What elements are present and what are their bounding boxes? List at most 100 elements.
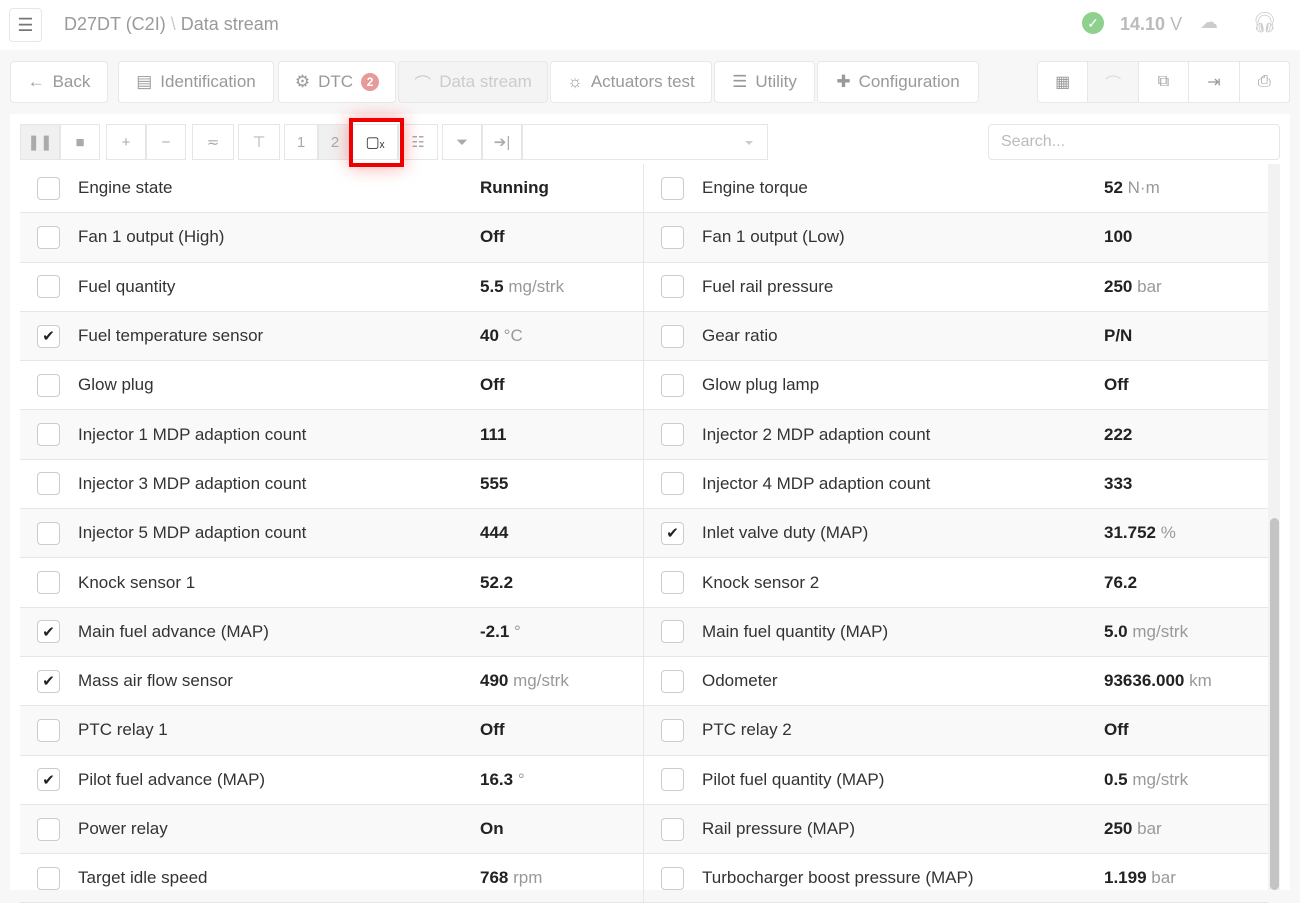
import-button[interactable]: ⇥ (1189, 62, 1240, 102)
breadcrumb-separator: \ (170, 14, 176, 34)
clear-selection-button[interactable]: ▢ₓ (352, 124, 398, 160)
parameter-cell: Fan 1 output (High) Off (20, 213, 644, 262)
parameter-checkbox[interactable] (37, 176, 60, 200)
pause-button[interactable]: ❚❚ (20, 124, 60, 160)
parameter-checkbox[interactable] (661, 620, 684, 644)
hamburger-icon: ☰ (17, 14, 34, 35)
checkmark-icon: ✔ (42, 328, 55, 346)
table-row: Power relay On Rail pressure (MAP) 250 b… (20, 804, 1268, 855)
search-input[interactable] (988, 124, 1280, 160)
parameter-checkbox[interactable] (37, 718, 60, 742)
tab-utility[interactable]: ☰ Utility (714, 61, 815, 103)
parameter-checkbox[interactable]: ✔ (37, 669, 60, 693)
parameter-checkbox[interactable] (37, 472, 60, 496)
parameter-checkbox[interactable] (661, 866, 684, 890)
parameter-checkbox[interactable] (661, 176, 684, 200)
parameter-checkbox[interactable] (37, 275, 60, 299)
value-number: 555 (480, 473, 509, 493)
parameter-cell: ✔ Inlet valve duty (MAP) 31.752 % (644, 509, 1268, 557)
parameter-value: 31.752 % (1104, 523, 1176, 543)
parameter-checkbox[interactable]: ✔ (37, 620, 60, 644)
parameter-checkbox[interactable] (661, 571, 684, 595)
back-button[interactable]: ← Back (10, 61, 108, 103)
parameter-checkbox[interactable]: ✔ (661, 521, 684, 545)
parameter-cell: Engine torque 52 N·m (644, 164, 1268, 212)
parameter-checkbox[interactable]: ✔ (37, 324, 60, 348)
parameter-cell: Fuel quantity 5.5 mg/strk (20, 262, 644, 311)
tab-actuators-test[interactable]: ☼ Actuators test (550, 61, 712, 103)
headset-icon[interactable]: 🎧︎ (1252, 12, 1278, 34)
parameter-label: Knock sensor 2 (702, 572, 820, 592)
grid-icon: ▦ (1055, 74, 1071, 91)
parameter-value: 52 N·m (1104, 178, 1160, 198)
list-icon: ☷ (411, 134, 425, 151)
selection-dropdown[interactable] (522, 124, 768, 160)
page-2-button[interactable]: 2 (318, 124, 352, 160)
parameter-checkbox[interactable] (661, 718, 684, 742)
parameter-label: Injector 4 MDP adaption count (702, 473, 931, 493)
parameter-checkbox[interactable] (661, 324, 684, 348)
parameter-checkbox[interactable] (661, 768, 684, 792)
back-label: Back (52, 72, 91, 91)
parameter-checkbox[interactable] (661, 423, 684, 447)
value-unit: °C (503, 326, 523, 346)
value-number: 768 (480, 868, 509, 888)
table-row: ✔ Main fuel advance (MAP) -2.1 ° Main fu… (20, 607, 1268, 657)
parameter-cell: Knock sensor 2 76.2 (644, 558, 1268, 606)
parameter-checkbox[interactable] (37, 423, 60, 447)
parameter-checkbox[interactable] (661, 373, 684, 397)
print-button[interactable]: ⎙ (1240, 62, 1289, 102)
parameter-checkbox[interactable] (661, 472, 684, 496)
cloud-download-icon[interactable]: ☁ (1200, 12, 1218, 32)
parameter-checkbox[interactable] (37, 817, 60, 841)
clear-filter-button[interactable]: ⏷ (442, 124, 482, 160)
scrollbar-thumb[interactable] (1270, 518, 1279, 890)
arrow-left-icon: ← (27, 72, 45, 91)
zoom-out-button[interactable]: − (146, 124, 186, 160)
parameter-label: PTC relay 2 (702, 720, 792, 740)
utility-label: Utility (755, 72, 797, 91)
grid-view-button[interactable]: ▦ (1038, 62, 1089, 102)
stop-button[interactable]: ■ (60, 124, 100, 160)
parameter-checkbox[interactable] (37, 866, 60, 890)
parameter-checkbox[interactable] (661, 225, 684, 249)
parameter-cell: ✔ Mass air flow sensor 490 mg/strk (20, 656, 644, 706)
menu-button[interactable]: ☰ (9, 8, 42, 42)
zoom-in-button[interactable]: + (106, 124, 146, 160)
parameter-checkbox[interactable] (37, 521, 60, 545)
parameter-checkbox[interactable] (37, 225, 60, 249)
parameter-checkbox[interactable] (37, 373, 60, 397)
tab-data-stream[interactable]: ⌒ Data stream (398, 61, 548, 103)
parameter-checkbox[interactable]: ✔ (37, 768, 60, 792)
value-unit: mg/strk (1132, 769, 1189, 789)
parameter-checkbox[interactable] (661, 817, 684, 841)
parameter-value: 5.5 mg/strk (480, 277, 564, 297)
value-number: 111 (480, 424, 507, 444)
tab-identification[interactable]: ▤ Identification (118, 61, 274, 103)
value-unit: ° (517, 769, 525, 789)
parameter-table: Engine state Running Engine torque 52 N·… (20, 164, 1268, 903)
jump-end-button[interactable]: ➔| (482, 124, 522, 160)
parameter-value: 768 rpm (480, 868, 542, 888)
parameter-value: Off (1104, 375, 1129, 395)
list-button[interactable]: ☷ (398, 124, 438, 160)
tab-dtc[interactable]: ⚙ DTC 2 (278, 61, 396, 103)
sliders-icon: ☰ (732, 72, 748, 91)
smooth-button[interactable]: ≂ (192, 124, 234, 160)
fullscreen-button[interactable]: ⧉ (1139, 62, 1190, 102)
parameter-checkbox[interactable] (661, 275, 684, 299)
parameter-checkbox[interactable] (37, 571, 60, 595)
puzzle-icon: ✚ (836, 72, 851, 91)
graph-view-button[interactable]: ⌒ (1088, 62, 1139, 102)
parameter-label: Target idle speed (78, 868, 208, 888)
parameter-label: Pilot fuel advance (MAP) (78, 769, 266, 789)
tab-configuration[interactable]: ✚ Configuration (817, 61, 979, 103)
value-unit: rpm (513, 868, 543, 888)
parameter-value: Off (480, 375, 505, 395)
page-1-button[interactable]: 1 (284, 124, 318, 160)
parameter-cell: Main fuel quantity (MAP) 5.0 mg/strk (644, 608, 1268, 656)
page-title: Data stream (180, 14, 279, 34)
parameter-value: 16.3 ° (480, 770, 525, 790)
parameter-checkbox[interactable] (661, 669, 684, 693)
fit-height-button[interactable]: ⊤ (238, 124, 280, 160)
